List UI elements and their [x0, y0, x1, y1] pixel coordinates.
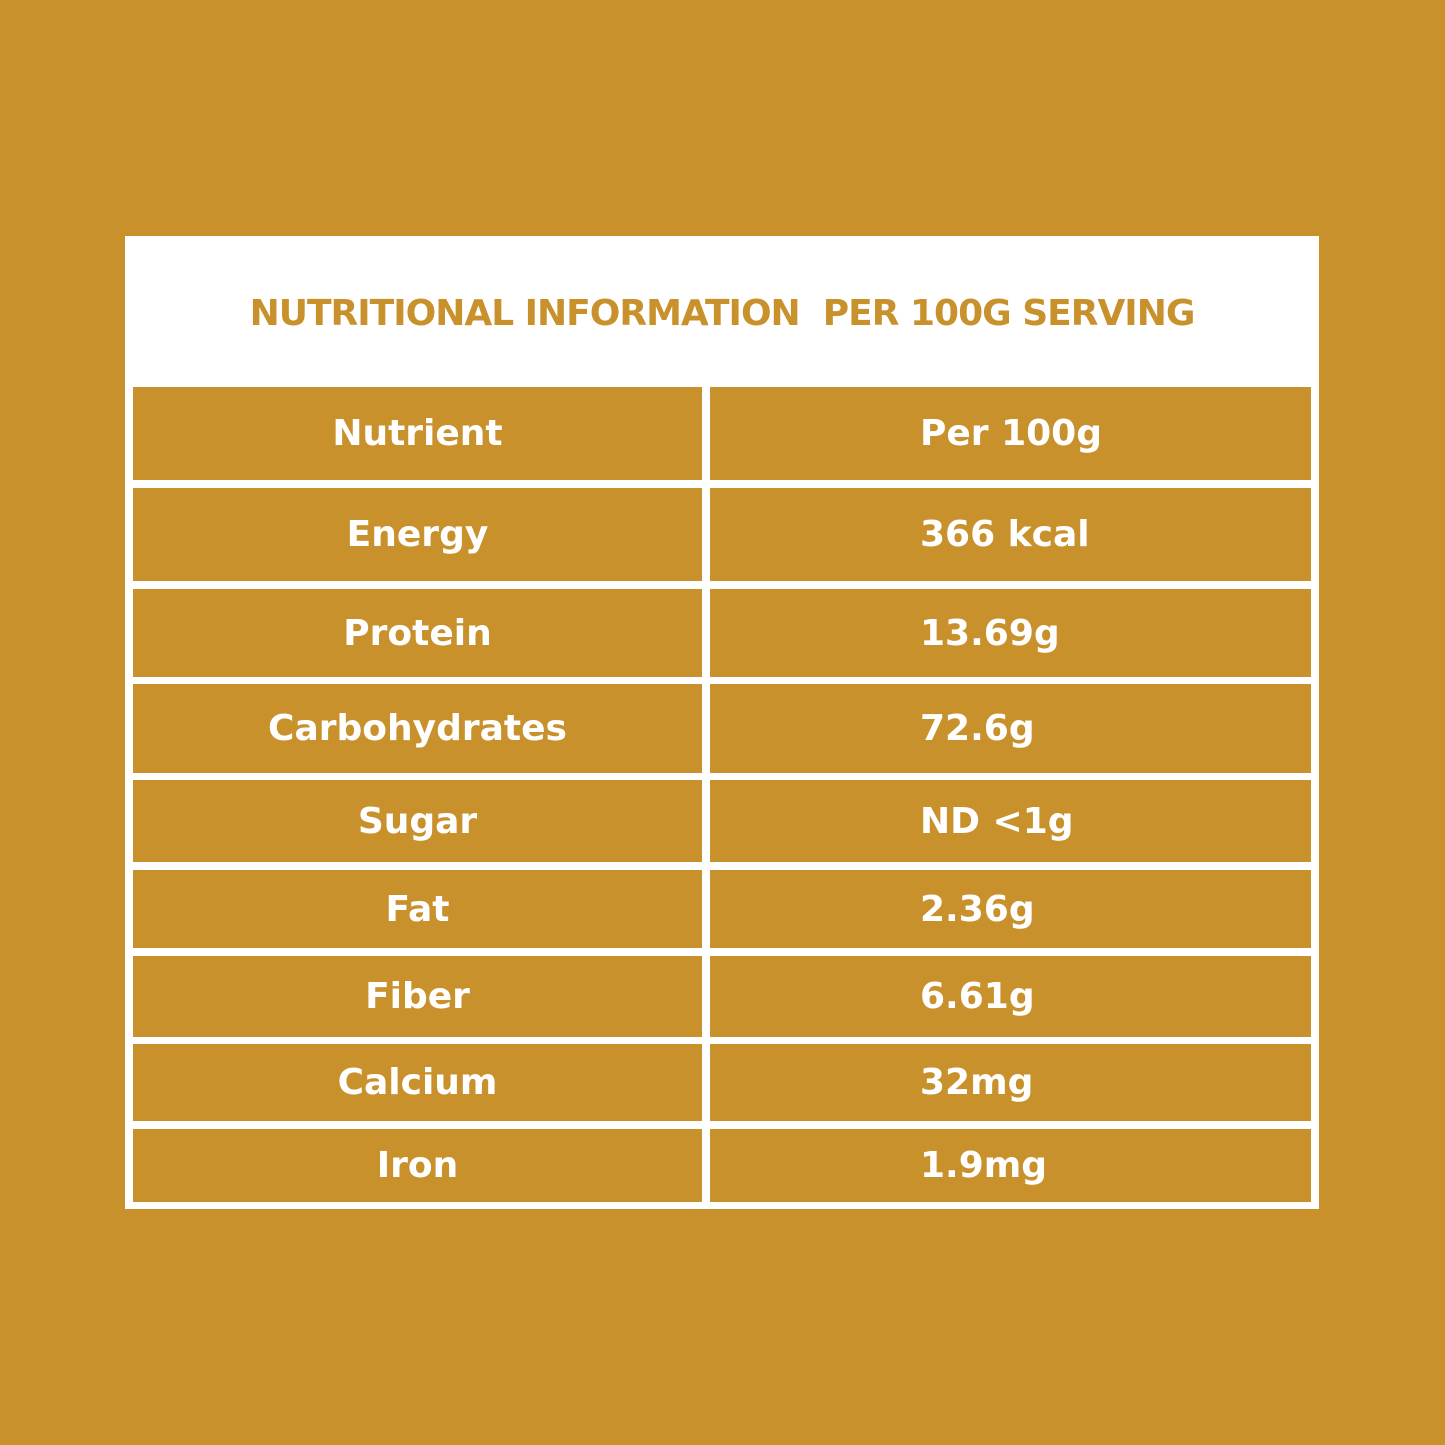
table-cell: Sugar — [133, 780, 702, 862]
table-cell: Iron — [133, 1129, 702, 1202]
table-cell: 32mg — [710, 1044, 1311, 1121]
table-cell: 13.69g — [710, 589, 1311, 677]
table-cell: 2.36g — [710, 870, 1311, 948]
table-cell: Calcium — [133, 1044, 702, 1121]
header-cell: Per 100g — [710, 387, 1311, 480]
table-cell: Fat — [133, 870, 702, 948]
table-cell: 366 kcal — [710, 488, 1311, 581]
table-cell: 72.6g — [710, 684, 1311, 773]
table-cell: 1.9mg — [710, 1129, 1311, 1202]
table-cell: 6.61g — [710, 956, 1311, 1037]
table-cell: Energy — [133, 488, 702, 581]
title: NUTRITIONAL INFORMATION PER 100G SERVING — [249, 293, 1196, 334]
table-cell: ND <1g — [710, 780, 1311, 862]
table-cell: Protein — [133, 589, 702, 677]
table-cell: Carbohydrates — [133, 684, 702, 773]
header-cell: Nutrient — [133, 387, 702, 480]
table-cell: Fiber — [133, 956, 702, 1037]
nutrition-card: NUTRITIONAL INFORMATION PER 100G SERVING… — [125, 236, 1319, 1209]
